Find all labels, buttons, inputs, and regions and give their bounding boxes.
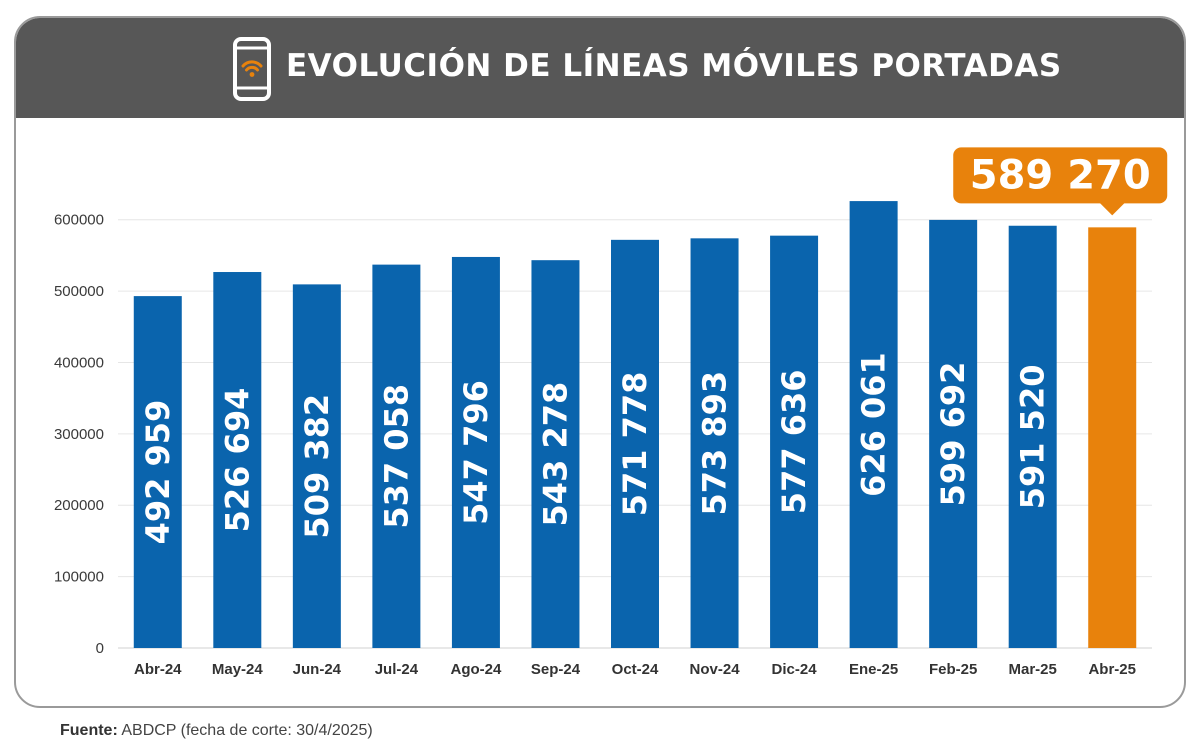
- bar-data-label: 591 520: [1014, 365, 1052, 510]
- x-tick-label: May-24: [212, 661, 264, 678]
- x-tick-label: Abr-24: [134, 661, 182, 678]
- callout-pointer: [1099, 202, 1126, 216]
- x-tick-label: Sep-24: [531, 661, 581, 678]
- y-tick-label: 200000: [54, 497, 104, 514]
- y-tick-label: 400000: [54, 354, 104, 371]
- bar-data-label: 599 692: [934, 362, 972, 507]
- bar: [133, 296, 182, 648]
- x-tick-label: Abr-25: [1088, 661, 1136, 678]
- x-tick-label: Nov-24: [690, 661, 741, 678]
- bar: [213, 272, 262, 648]
- x-tick-label: Dic-24: [772, 661, 818, 678]
- bar-data-label: 573 893: [696, 371, 734, 516]
- bar: [372, 264, 421, 648]
- bar: [1088, 227, 1137, 649]
- y-tick-label: 600000: [54, 212, 104, 229]
- x-tick-label: Feb-25: [929, 661, 977, 678]
- bar-data-label: 509 382: [298, 394, 336, 539]
- bar-data-label: 547 796: [457, 380, 495, 525]
- y-tick-label: 0: [96, 640, 104, 657]
- x-tick-label: Mar-25: [1009, 661, 1057, 678]
- source-label: Fuente:: [60, 722, 118, 739]
- x-tick-label: Jun-24: [293, 661, 342, 678]
- y-tick-label: 100000: [54, 569, 104, 586]
- source-note: Fuente: ABDCP (fecha de corte: 30/4/2025…: [60, 722, 373, 740]
- bar: [292, 284, 341, 648]
- y-tick-label: 500000: [54, 283, 104, 300]
- x-tick-label: Ene-25: [849, 661, 898, 678]
- title-bar: EVOLUCIÓN DE LÍNEAS MÓVILES PORTADAS: [16, 18, 1184, 118]
- bar: [611, 239, 659, 648]
- bar: [690, 238, 739, 649]
- y-tick-label: 300000: [54, 426, 104, 443]
- bar: [929, 219, 978, 648]
- x-tick-label: Jul-24: [375, 661, 419, 678]
- bar: [451, 256, 500, 648]
- bar: [1008, 225, 1057, 648]
- bar-data-label: 571 778: [616, 372, 654, 517]
- bar: [531, 260, 580, 648]
- chart-title: EVOLUCIÓN DE LÍNEAS MÓVILES PORTADAS: [286, 48, 1062, 84]
- bar-data-label: 543 278: [536, 382, 574, 527]
- bar-data-label: 626 061: [855, 352, 893, 497]
- bar: [849, 201, 898, 649]
- x-tick-label: Ago-24: [451, 661, 502, 678]
- bar-data-label: 492 959: [139, 400, 177, 545]
- smartphone-wifi-icon: [233, 37, 271, 101]
- bar-data-label: 577 636: [775, 369, 813, 514]
- highlight-value-label: 589 270: [970, 152, 1151, 198]
- bar-data-label: 537 058: [377, 384, 415, 529]
- bar: [770, 235, 819, 648]
- bar-data-label: 526 694: [218, 388, 256, 533]
- highlight-callout: [953, 147, 1168, 204]
- x-tick-label: Oct-24: [612, 661, 659, 678]
- source-text: ABDCP (fecha de corte: 30/4/2025): [117, 722, 373, 739]
